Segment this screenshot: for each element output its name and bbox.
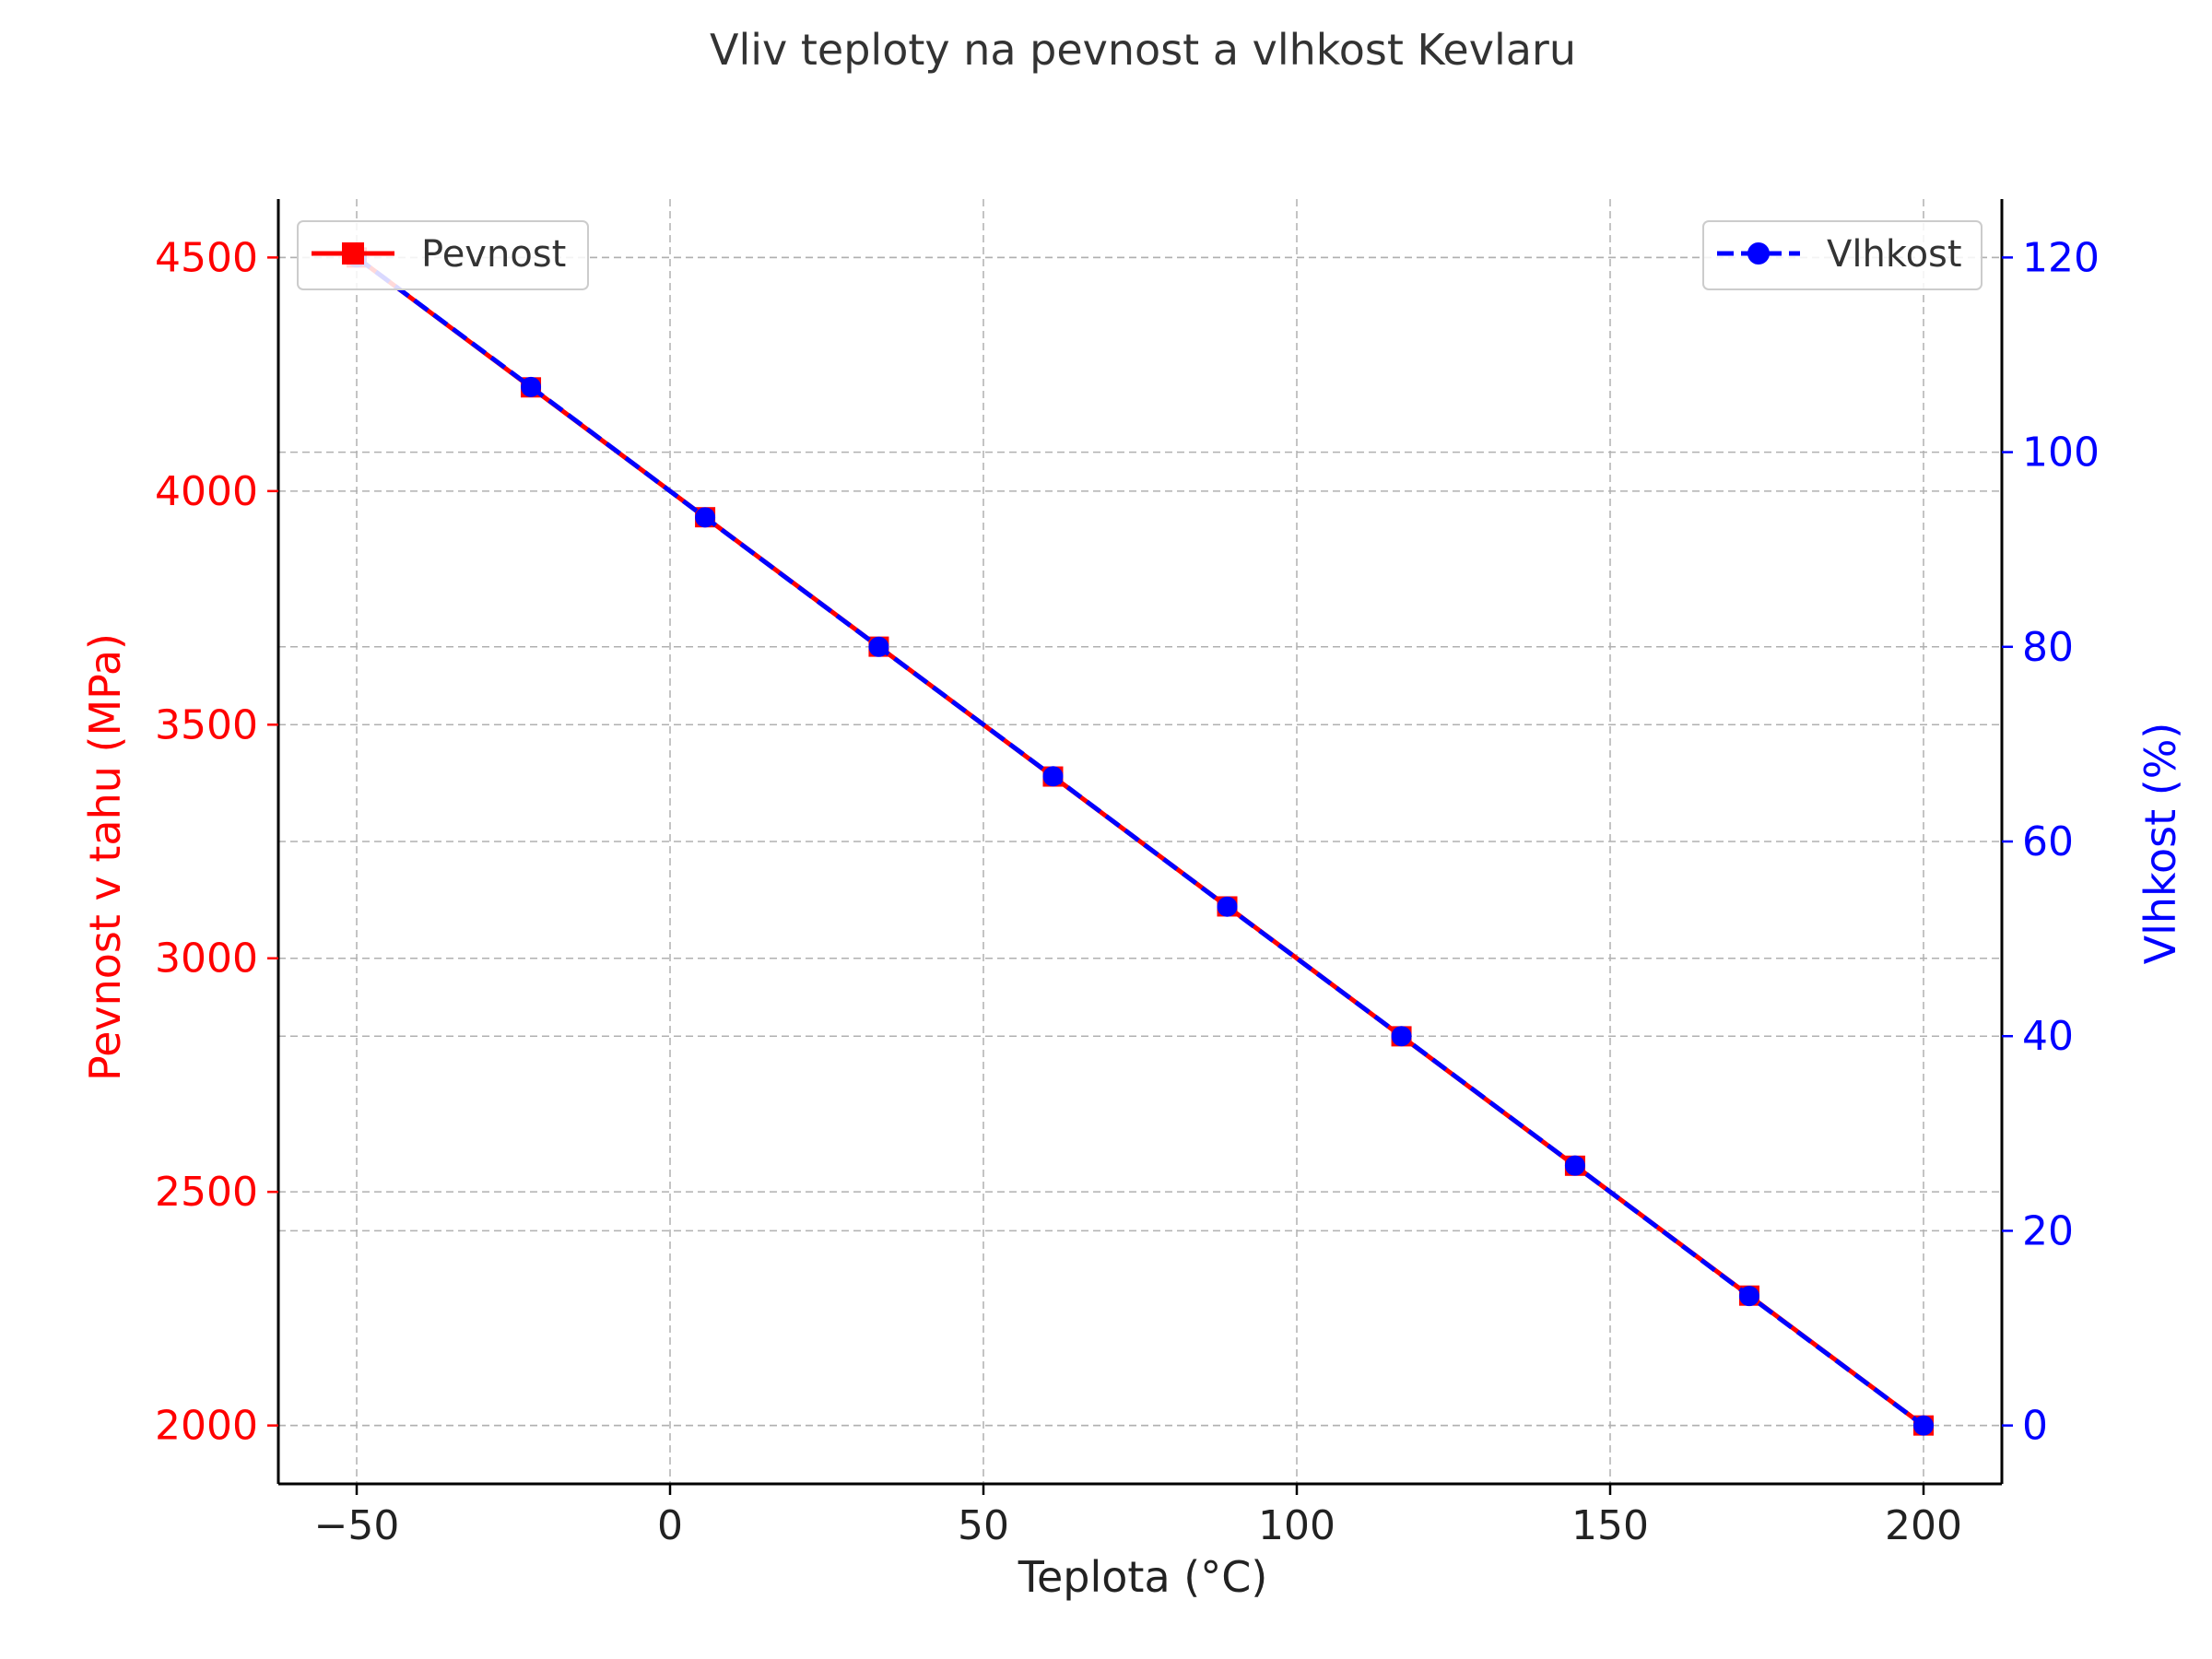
y-axis-left-label: Pevnost v tahu (MPa) xyxy=(80,633,130,1081)
point-vlhkost-8 xyxy=(1738,1286,1759,1307)
y-left-tick-label-0: 2000 xyxy=(155,1403,258,1450)
point-vlhkost-3 xyxy=(868,636,889,657)
y-right-tick-label-5: 100 xyxy=(2022,429,2100,477)
point-vlhkost-2 xyxy=(695,507,716,528)
x-tick-label-2: 50 xyxy=(958,1502,1009,1549)
y-left-tick-label-3: 3500 xyxy=(155,701,258,748)
y-right-tick-label-1: 20 xyxy=(2022,1207,2074,1254)
legend-vlhkost-box xyxy=(1702,220,1983,290)
x-tick-label-3: 100 xyxy=(1258,1502,1335,1549)
legend-pevnost-label: Pevnost xyxy=(421,233,566,276)
y-right-tick-label-6: 120 xyxy=(2022,234,2100,281)
x-tick-label-1: 0 xyxy=(657,1502,683,1549)
y-right-tick-label-2: 40 xyxy=(2022,1013,2074,1060)
y-left-tick-label-1: 2500 xyxy=(155,1169,258,1216)
y-left-tick-label-4: 4000 xyxy=(155,468,258,515)
legend-vlhkost: Vlhkost xyxy=(1702,220,1983,290)
legend-vlhkost-marker xyxy=(1747,242,1770,265)
x-tick-label-4: 150 xyxy=(1571,1502,1649,1549)
y-right-tick-label-3: 60 xyxy=(2022,818,2074,865)
y-left-tick-label-2: 3000 xyxy=(155,935,258,982)
x-tick-label-0: −50 xyxy=(314,1502,400,1549)
point-vlhkost-5 xyxy=(1217,896,1238,917)
legend-vlhkost-label: Vlhkost xyxy=(1827,233,1962,276)
y-axis-right-label: Vlhkost (%) xyxy=(2136,723,2185,965)
y-left-tick-label-5: 4500 xyxy=(155,234,258,281)
series-line-vlhkost xyxy=(355,255,1925,1428)
chart-title: Vliv teploty na pevnost a vlhkost Kevlar… xyxy=(710,25,1576,75)
point-vlhkost-1 xyxy=(521,376,542,397)
legend-pevnost-box xyxy=(297,220,589,290)
x-tick-label-5: 200 xyxy=(1885,1502,1962,1549)
legend-pevnost-marker xyxy=(342,242,364,265)
x-axis-label: Teplota (°C) xyxy=(1018,1552,1268,1602)
legend-pevnost: Pevnost xyxy=(297,220,589,290)
ticks-layer: −50 0 50 100 150 200 2000 2500 3000 3500 4000 4500 0… xyxy=(155,234,2100,1549)
point-vlhkost-7 xyxy=(1564,1155,1585,1176)
y-right-tick-label-4: 80 xyxy=(2022,624,2074,671)
point-vlhkost-9 xyxy=(1913,1415,1934,1436)
grid-layer xyxy=(278,199,2002,1484)
point-vlhkost-6 xyxy=(1391,1026,1412,1047)
y-right-tick-label-0: 0 xyxy=(2022,1403,2048,1450)
point-vlhkost-4 xyxy=(1042,766,1064,787)
